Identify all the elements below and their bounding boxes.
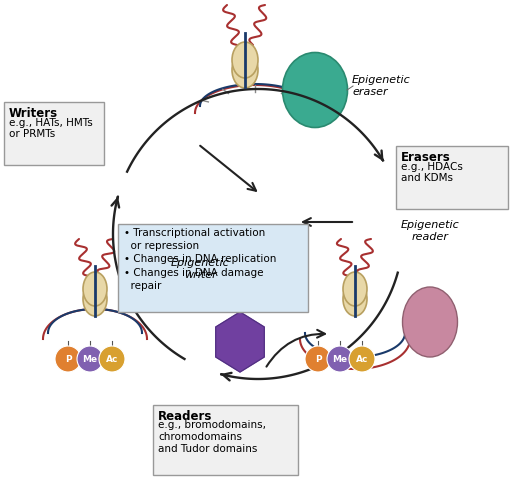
Circle shape <box>305 346 331 372</box>
Text: Me: Me <box>333 354 347 363</box>
Text: Erasers: Erasers <box>401 151 451 164</box>
Circle shape <box>55 346 81 372</box>
Circle shape <box>99 346 125 372</box>
Text: Ac: Ac <box>356 354 368 363</box>
Text: P: P <box>315 354 321 363</box>
Ellipse shape <box>83 272 107 306</box>
Ellipse shape <box>403 287 457 357</box>
Text: • Transcriptional activation
  or repression
• Changes in DNA replication
• Chan: • Transcriptional activation or repressi… <box>124 228 276 291</box>
Text: P: P <box>65 354 72 363</box>
Text: Writers: Writers <box>9 107 58 120</box>
Text: Ac: Ac <box>106 354 118 363</box>
Polygon shape <box>216 312 264 372</box>
FancyBboxPatch shape <box>396 146 508 209</box>
Ellipse shape <box>343 272 367 306</box>
Text: e.g., HATs, HMTs
or PRMTs: e.g., HATs, HMTs or PRMTs <box>9 117 93 139</box>
Ellipse shape <box>343 282 367 316</box>
FancyBboxPatch shape <box>118 224 308 312</box>
Circle shape <box>327 346 353 372</box>
Text: Readers: Readers <box>158 410 213 423</box>
Text: Epigenetic
eraser: Epigenetic eraser <box>352 75 411 97</box>
FancyBboxPatch shape <box>153 405 298 475</box>
Text: e.g., bromodomains,
chromodomains
and Tudor domains: e.g., bromodomains, chromodomains and Tu… <box>158 420 266 454</box>
Circle shape <box>349 346 375 372</box>
Ellipse shape <box>283 52 347 128</box>
Ellipse shape <box>232 52 258 88</box>
FancyBboxPatch shape <box>4 102 104 165</box>
Text: Epigenetic
reader: Epigenetic reader <box>401 220 459 242</box>
Text: e.g., HDACs
and KDMs: e.g., HDACs and KDMs <box>401 161 463 183</box>
Text: Epigenetic
writer: Epigenetic writer <box>171 259 229 280</box>
Ellipse shape <box>232 42 258 78</box>
Ellipse shape <box>83 282 107 316</box>
Text: Me: Me <box>82 354 98 363</box>
Circle shape <box>77 346 103 372</box>
